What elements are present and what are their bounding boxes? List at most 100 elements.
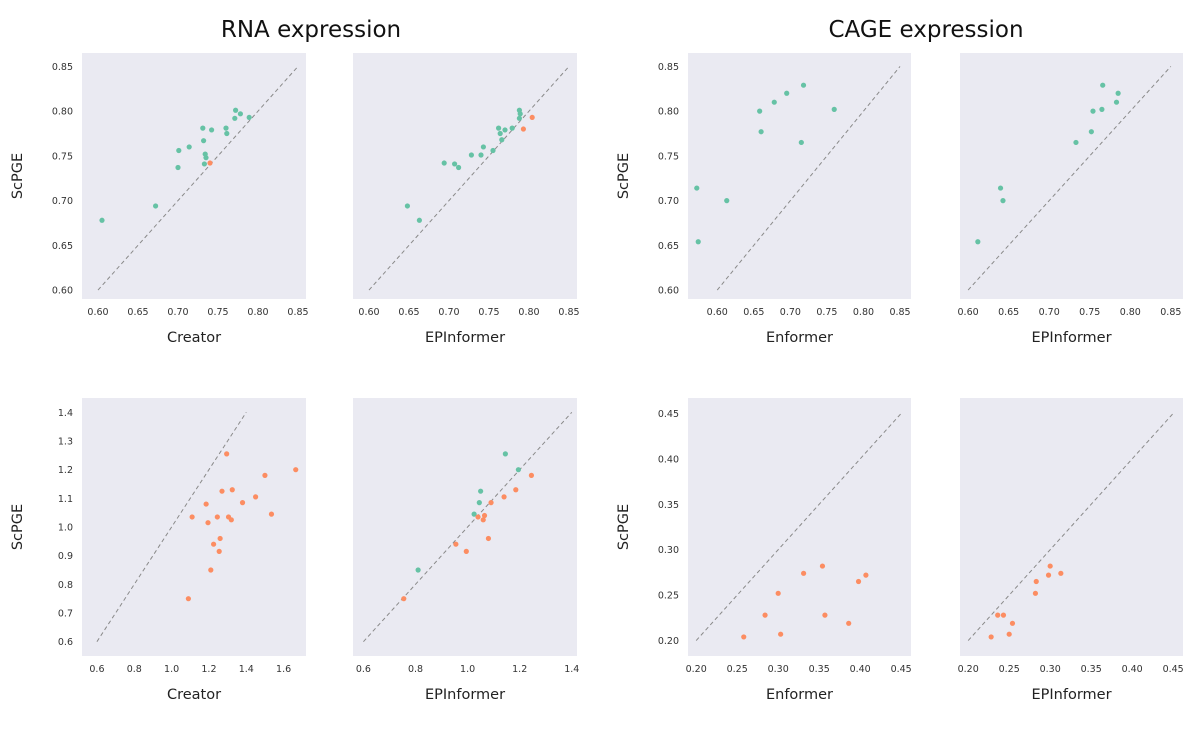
x-tick-label: 0.75 (816, 307, 837, 318)
x-tick-label: 0.70 (1039, 307, 1060, 318)
x-tick-label: 0.65 (398, 307, 419, 318)
data-point (1032, 590, 1039, 596)
data-point (1058, 570, 1064, 576)
y-tick-label: 0.6 (58, 637, 73, 648)
identity-line (716, 66, 901, 291)
y-tick-label: 0.9 (58, 551, 73, 562)
x-tick-label: 0.85 (558, 307, 579, 318)
x-tick-label: 0.35 (1081, 664, 1102, 675)
data-point (229, 487, 235, 493)
x-tick-label: 0.65 (127, 307, 148, 318)
data-point (224, 130, 230, 137)
identity-line (96, 412, 247, 642)
data-point (501, 494, 507, 500)
data-point (268, 511, 275, 517)
y-tick-label: 0.8 (58, 580, 73, 591)
data-point (480, 517, 486, 523)
data-point (452, 161, 458, 167)
y-tick-label: 0.70 (52, 196, 73, 207)
data-point (509, 125, 515, 131)
data-point (185, 596, 191, 602)
data-point (480, 144, 486, 150)
x-tick-label: 0.60 (707, 307, 728, 318)
x-tick-label: 0.8 (408, 664, 423, 675)
y-axis-label: ScPGE (616, 504, 632, 550)
x-axis-label: EPInformer (1031, 330, 1111, 346)
x-tick-label: 1.4 (239, 664, 254, 675)
data-point (502, 127, 508, 133)
data-point (216, 548, 222, 554)
plot-area (688, 53, 911, 299)
data-point (401, 596, 407, 602)
data-point (203, 155, 209, 161)
data-point (997, 185, 1004, 191)
data-point (831, 106, 837, 112)
y-tick-label: 0.75 (52, 151, 73, 162)
y-tick-label: 0.75 (658, 151, 679, 162)
x-axis-label: EPInformer (425, 330, 505, 346)
x-tick-label: 0.75 (207, 307, 228, 318)
x-tick-label: 0.20 (958, 664, 979, 675)
data-point (528, 472, 535, 478)
identity-line (967, 66, 1172, 291)
scatter-panel-7: 0.20 0.25 0.30 0.35 0.40 0.45 0.20 0.25 0.30 0.35… (616, 398, 912, 703)
x-tick-label: 0.65 (743, 307, 764, 318)
data-point (695, 239, 701, 245)
data-point (516, 115, 523, 121)
y-tick-label: 0.60 (658, 286, 679, 297)
data-point (1073, 139, 1079, 146)
x-tick-label: 1.4 (564, 664, 579, 675)
x-tick-label: 1.2 (201, 664, 216, 675)
x-tick-label: 0.75 (1079, 307, 1100, 318)
data-point (228, 517, 234, 523)
y-tick-label: 0.45 (658, 409, 679, 420)
x-tick-label: 0.80 (853, 307, 874, 318)
x-tick-label: 0.40 (1122, 664, 1143, 675)
data-point (223, 125, 229, 131)
data-point (520, 126, 527, 132)
data-point (208, 567, 214, 573)
data-point (463, 548, 469, 554)
data-point (262, 472, 268, 478)
data-point (1047, 563, 1053, 569)
x-tick-label: 0.60 (87, 307, 108, 318)
y-tick-label: 1.2 (58, 465, 73, 476)
data-point (855, 578, 862, 585)
data-point (200, 125, 206, 131)
y-tick-label: 0.85 (52, 62, 73, 73)
y-tick-label: 0.60 (52, 286, 73, 297)
data-point (246, 114, 252, 121)
x-tick-label: 1.2 (512, 664, 527, 675)
scatter-panel-2: 0.60 0.65 0.70 0.75 0.80 0.85 EPInformer (353, 53, 580, 346)
data-point (1113, 99, 1120, 105)
x-tick-label: 0.30 (1040, 664, 1061, 675)
plot-area (82, 398, 306, 656)
x-tick-label: 0.80 (247, 307, 268, 318)
data-point (499, 137, 505, 143)
y-tick-label: 0.7 (58, 609, 73, 620)
cage-section-title: CAGE expression (828, 17, 1023, 43)
y-tick-label: 0.20 (658, 636, 679, 647)
x-tick-label: 0.25 (999, 664, 1020, 675)
data-point (201, 161, 207, 167)
data-point (488, 500, 494, 506)
data-point (995, 612, 1001, 618)
data-point (214, 514, 220, 520)
data-point (988, 634, 994, 640)
identity-line (97, 66, 299, 291)
data-point (207, 160, 213, 166)
x-tick-label: 1.6 (276, 664, 291, 675)
x-tick-label: 0.6 (89, 664, 104, 675)
data-point (201, 138, 207, 144)
x-tick-label: 0.8 (127, 664, 142, 675)
data-point (415, 567, 421, 573)
data-point (175, 164, 181, 171)
y-tick-label: 0.35 (658, 500, 679, 511)
data-point (203, 501, 209, 507)
data-point (99, 217, 105, 223)
identity-line (695, 413, 902, 641)
y-tick-label: 0.80 (52, 107, 73, 118)
y-tick-label: 0.70 (658, 196, 679, 207)
data-point (496, 125, 502, 131)
x-tick-label: 0.65 (998, 307, 1019, 318)
